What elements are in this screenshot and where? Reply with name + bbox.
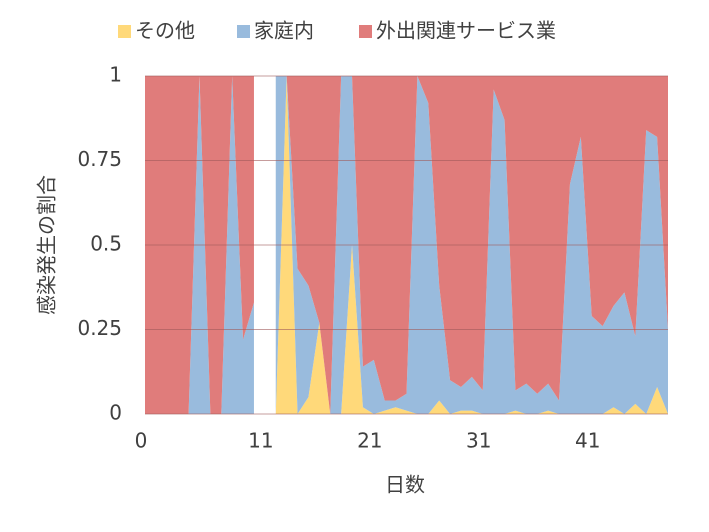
area: [275, 76, 668, 414]
legend-label: 家庭内: [254, 19, 314, 43]
legend-swatch: [359, 25, 372, 38]
y-tick-label: 1: [109, 63, 122, 87]
x-tick-label: 0: [135, 429, 148, 453]
legend-swatch: [118, 25, 131, 38]
y-tick-label: 0.25: [77, 316, 122, 340]
x-tick-label: 41: [575, 429, 600, 453]
x-tick-label: 31: [466, 429, 491, 453]
y-tick-label: 0.5: [90, 232, 122, 256]
legend-label: その他: [135, 19, 195, 43]
x-tick-label: 11: [248, 429, 273, 453]
x-tick-label: 21: [357, 429, 382, 453]
legend-swatch: [237, 25, 250, 38]
legend-label: 外出関連サービス業: [376, 19, 556, 43]
x-axis-title: 日数: [385, 473, 425, 497]
y-tick-label: 0.75: [77, 147, 122, 171]
y-tick-label: 0: [109, 401, 122, 425]
y-axis-title: 感染発生の割合: [35, 175, 59, 315]
